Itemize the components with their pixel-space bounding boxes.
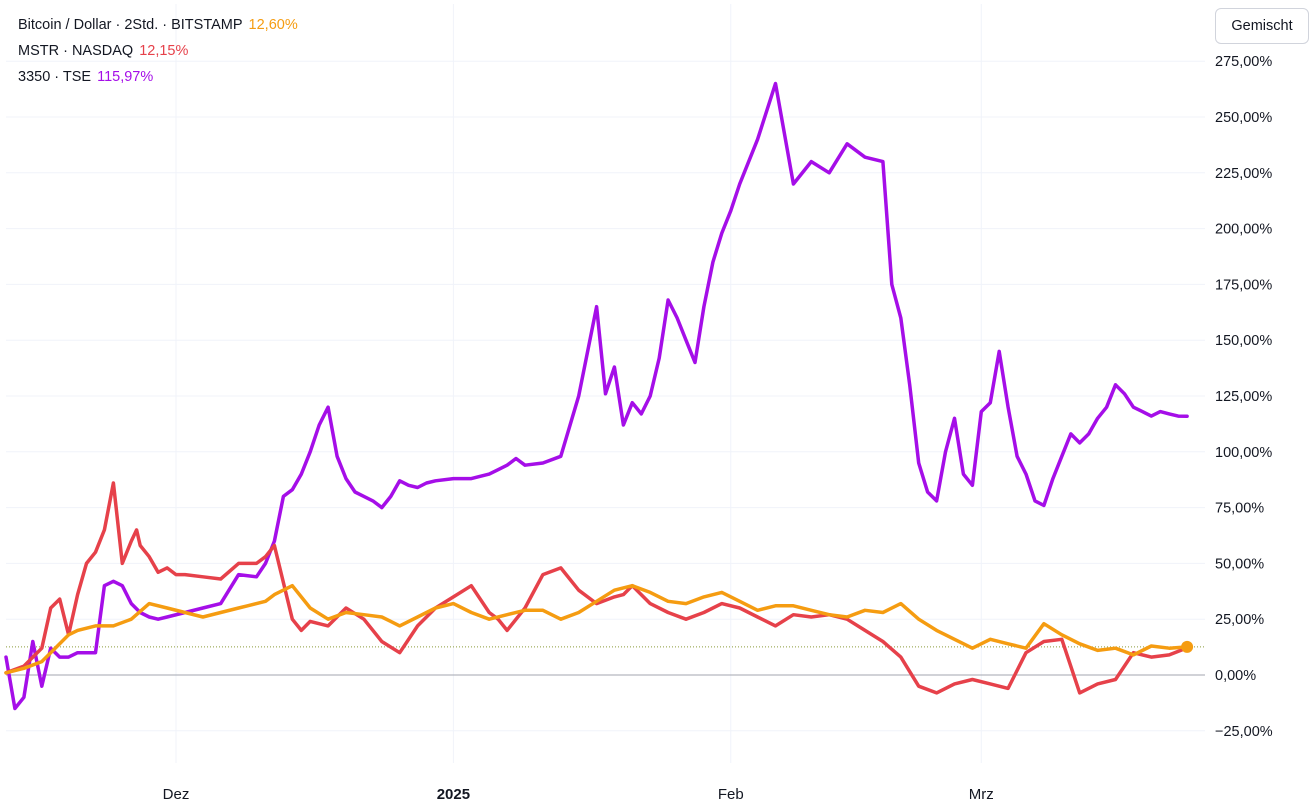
x-axis-labels: Dez 2025 Feb Mrz [163,786,994,803]
legend-item-mstr[interactable]: MSTR · NASDAQ 12,15% [18,38,298,64]
legend-label: MSTR · NASDAQ [18,43,134,59]
y-tick-label: 250,00% [1215,110,1272,126]
series-line-mstr [4,481,1189,695]
y-tick-label: 0,00% [1215,668,1256,684]
last-value-dot [1181,640,1194,653]
y-tick-label: 225,00% [1215,166,1272,182]
y-tick-label: 275,00% [1215,54,1272,70]
series-line-btc [4,583,1189,675]
y-tick-label: 50,00% [1215,556,1264,572]
legend-value: 12,60% [248,17,298,33]
series-line-3350 [4,81,1189,711]
legend: Bitcoin / Dollar · 2Std. · BITSTAMP 12,60… [18,12,298,90]
x-tick-label: Mrz [969,786,994,803]
y-tick-label: 125,00% [1215,389,1272,405]
y-tick-label: 100,00% [1215,445,1272,461]
x-tick-label: Feb [718,786,744,803]
y-tick-label: 150,00% [1215,333,1272,349]
y-axis-labels: 275,00% 250,00% 225,00% 200,00% 175,00% 150,0… [1215,54,1273,740]
scale-mode-button[interactable]: Gemischt [1215,8,1309,44]
legend-value: 12,15% [139,43,189,59]
y-tick-label: 75,00% [1215,501,1264,517]
y-tick-label: 25,00% [1215,612,1264,628]
legend-value: 115,97% [97,69,154,85]
y-tick-label: −25,00% [1215,724,1273,740]
x-tick-label: 2025 [437,786,470,803]
series-lines [4,81,1189,711]
legend-item-btc[interactable]: Bitcoin / Dollar · 2Std. · BITSTAMP 12,60… [18,12,298,38]
legend-item-3350[interactable]: 3350 · TSE 115,97% [18,64,298,90]
last-value-markers [1181,640,1194,653]
y-tick-label: 200,00% [1215,222,1272,238]
x-tick-label: Dez [163,786,190,803]
y-tick-label: 175,00% [1215,277,1272,293]
legend-label: 3350 · TSE [18,69,92,85]
legend-label: Bitcoin / Dollar · 2Std. · BITSTAMP [18,17,243,33]
